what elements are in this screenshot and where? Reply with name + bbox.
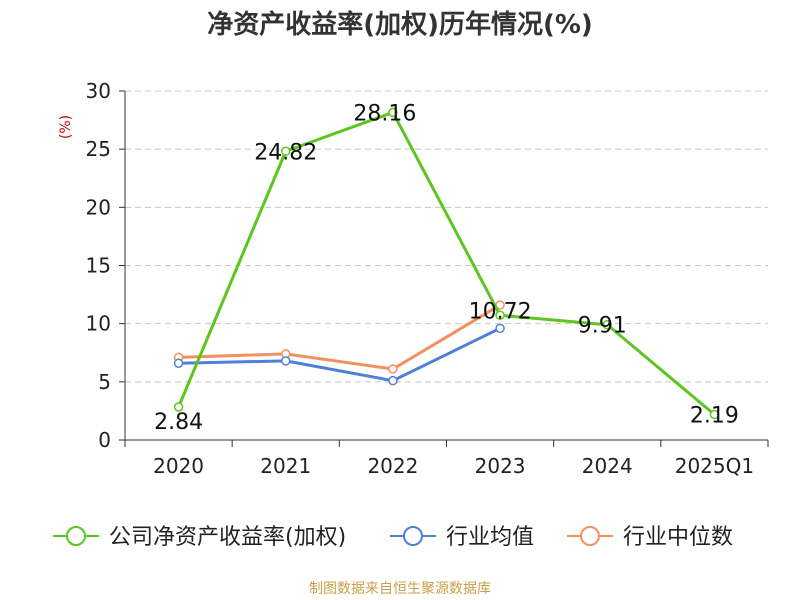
x-tick-label: 2023 [475, 454, 526, 478]
chart-title: 净资产收益率(加权)历年情况(%) [207, 10, 593, 40]
series-point [173, 358, 184, 368]
data-label: 28.16 [353, 101, 416, 126]
series-point [388, 364, 398, 374]
data-label: 2.84 [154, 410, 203, 435]
series-point [388, 107, 398, 118]
series-point [602, 319, 612, 330]
series-line [177, 110, 716, 416]
x-tick-label: 2021 [260, 454, 311, 478]
series-line [178, 326, 501, 383]
series-point [709, 409, 720, 420]
x-tick-label: 2025Q1 [675, 454, 754, 478]
y-tick-label: 25 [86, 137, 111, 161]
legend-label: 行业均值 [446, 525, 534, 550]
y-tick-label: 15 [86, 254, 111, 278]
legend-label: 公司净资产收益率(加权) [109, 525, 346, 550]
legend-marker [66, 526, 86, 546]
series-point [495, 310, 505, 321]
footer-source: 制图数据来自恒生聚源数据库 [309, 581, 491, 597]
y-tick-label: 30 [86, 79, 111, 103]
y-tick-label: 5 [98, 370, 111, 394]
data-label: 24.82 [254, 140, 317, 165]
y-tick-label: 0 [98, 428, 111, 452]
legend-label: 行业中位数 [623, 525, 733, 550]
legend-marker [403, 526, 423, 546]
series-point [173, 402, 184, 412]
series-point [388, 375, 398, 386]
series-line [178, 303, 501, 371]
x-tick-label: 2020 [153, 454, 204, 478]
data-label: 2.19 [690, 404, 739, 429]
data-label: 10.72 [469, 299, 532, 324]
series-point [281, 146, 291, 157]
data-label: 9.91 [578, 314, 627, 339]
y-tick-label: 10 [86, 312, 111, 336]
y-axis-label: (%) [58, 115, 74, 139]
x-tick-label: 2024 [582, 454, 633, 478]
series-point [495, 323, 505, 334]
series-point [281, 356, 291, 366]
y-tick-label: 20 [86, 195, 111, 219]
legend-marker [580, 526, 600, 546]
x-tick-label: 2022 [367, 454, 418, 478]
